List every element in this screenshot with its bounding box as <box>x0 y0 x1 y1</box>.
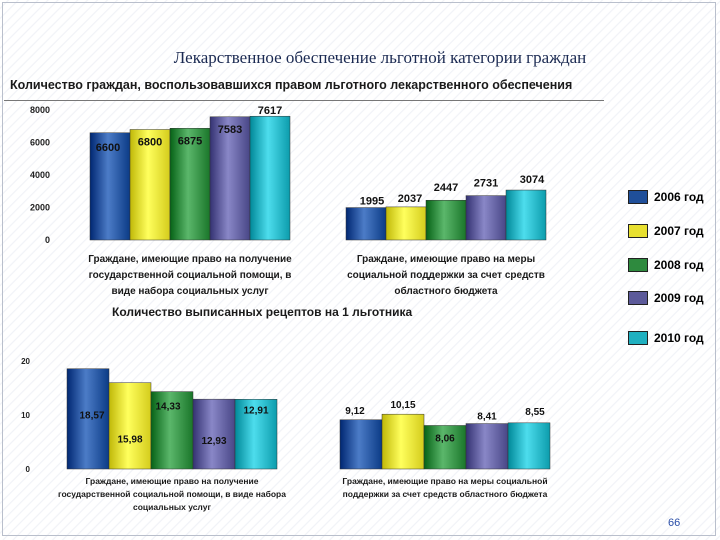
chart1-bar-label: 6875 <box>178 135 202 147</box>
chart1-bar-label: 6800 <box>138 137 162 149</box>
chart1-bar <box>505 189 547 241</box>
legend-swatch-2006 <box>628 190 648 204</box>
chart1-ytick: 0 <box>45 235 50 245</box>
chart1-bar-label: 2037 <box>398 193 422 205</box>
chart1-bar-label: 3074 <box>520 174 545 186</box>
chart2-bar-label: 12,93 <box>201 436 226 447</box>
legend-label-2006: 2006 год <box>654 190 704 204</box>
chart1-bar <box>209 116 251 241</box>
chart2-bar-label: 9,12 <box>345 406 365 417</box>
chart2-svg: 0 10 20 18,57 9,12 15,98 10,15 14,33 8,06 12,93 8,… <box>21 357 551 512</box>
chart2-bar-label: 8,41 <box>477 412 497 423</box>
chart1-bar-label: 6600 <box>96 142 120 154</box>
chart2-bar-label: 10,15 <box>390 400 415 411</box>
chart2-bar-label: 8,06 <box>435 433 455 444</box>
chart1-ytick: 6000 <box>30 138 50 148</box>
legend-label-2010: 2010 год <box>654 331 704 345</box>
chart2-bar <box>507 422 551 470</box>
chart2-bar-label: 8,55 <box>525 407 545 418</box>
chart1-bar-label: 2731 <box>474 178 498 190</box>
chart1-ytick: 8000 <box>30 105 50 115</box>
chart1-ytick: 2000 <box>30 203 50 213</box>
slide-title: Лекарственное обеспечение льготной катег… <box>173 48 587 67</box>
legend-swatch-2010 <box>628 331 648 345</box>
chart2-ytick: 20 <box>21 357 30 366</box>
legend-swatch-2008 <box>628 258 648 272</box>
chart2-bar <box>192 398 236 470</box>
chart1-bar-label: 1995 <box>360 196 384 208</box>
chart2-bar <box>339 419 383 470</box>
chart1-bar <box>465 195 507 241</box>
divider-line <box>4 100 604 101</box>
chart1-category-label: Граждане, имеющие право на получение госу… <box>88 254 292 297</box>
chart2-bar <box>465 423 509 470</box>
legend-label-2008: 2008 год <box>654 258 704 272</box>
chart2-bar <box>66 368 110 470</box>
chart2-bar <box>150 391 194 470</box>
chart2-bar-label: 12,91 <box>243 405 268 416</box>
chart2-bar <box>423 425 467 470</box>
chart1-category-label: Граждане, имеющие право на меры социально… <box>347 254 545 297</box>
chart1-bar <box>129 129 171 241</box>
chart1-bar <box>425 199 467 241</box>
chart2-bar-label: 14,33 <box>155 402 180 413</box>
legend-label-2007: 2007 год <box>654 224 704 238</box>
chart2-category-label: Граждане, имеющие право на получение госу… <box>58 476 286 512</box>
chart1-subtitle: Количество граждан, воспользовавшихся пр… <box>10 78 573 92</box>
chart2-ytick: 10 <box>21 411 30 420</box>
chart1-ytick: 4000 <box>30 170 50 180</box>
chart2-bar <box>234 399 278 470</box>
page-number: 66 <box>668 517 681 529</box>
chart1-bar <box>249 115 291 241</box>
legend-swatch-2009 <box>628 291 648 305</box>
chart2-title: Количество выписанных рецептов на 1 льго… <box>112 305 413 319</box>
legend-swatch-2007 <box>628 224 648 238</box>
legend-label-2009: 2009 год <box>654 291 704 305</box>
chart1-bar-label: 7583 <box>218 124 242 136</box>
chart2-bar <box>108 382 152 470</box>
chart1-svg: 0 2000 4000 6000 8000 6600 1995 6800 2037 6875 244… <box>30 105 547 297</box>
chart1-bar <box>345 207 387 241</box>
chart2-bar-label: 18,57 <box>79 411 104 422</box>
chart1-bar-label: 7617 <box>258 105 282 117</box>
chart1-bar <box>385 206 427 241</box>
chart2-category-label: Граждане, имеющие право на меры социальн… <box>342 476 547 499</box>
chart2-bar <box>381 413 425 470</box>
chart1-bar-label: 2447 <box>434 182 458 194</box>
chart2-ytick: 0 <box>26 465 31 474</box>
chart2-bar-label: 15,98 <box>117 435 142 446</box>
